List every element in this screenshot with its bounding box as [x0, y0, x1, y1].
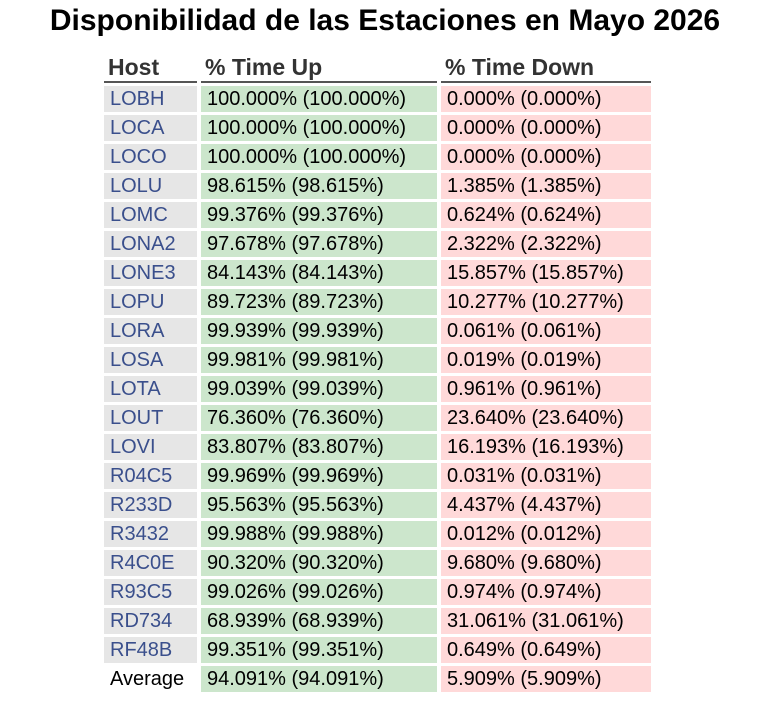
time-down-cell: 16.193% (16.193%) [441, 434, 651, 460]
table-row: R3432 99.988% (99.988%) 0.012% (0.012%) [104, 521, 651, 547]
time-down-cell: 0.000% (0.000%) [441, 144, 651, 170]
host-link[interactable]: LOCA [104, 115, 197, 141]
table-row: LONE3 84.143% (84.143%) 15.857% (15.857%… [104, 260, 651, 286]
time-down-cell: 10.277% (10.277%) [441, 289, 651, 315]
table-row: R93C5 99.026% (99.026%) 0.974% (0.974%) [104, 579, 651, 605]
table-row: LOTA 99.039% (99.039%) 0.961% (0.961%) [104, 376, 651, 402]
time-up-cell: 99.376% (99.376%) [201, 202, 437, 228]
host-link[interactable]: LOUT [104, 405, 197, 431]
time-down-cell: 0.649% (0.649%) [441, 637, 651, 663]
time-up-cell: 95.563% (95.563%) [201, 492, 437, 518]
time-up-cell: 99.969% (99.969%) [201, 463, 437, 489]
host-link[interactable]: LONA2 [104, 231, 197, 257]
time-down-cell: 23.640% (23.640%) [441, 405, 651, 431]
table-row: LOVI 83.807% (83.807%) 16.193% (16.193%) [104, 434, 651, 460]
time-up-cell: 98.615% (98.615%) [201, 173, 437, 199]
column-header-time-up: % Time Up [201, 51, 437, 83]
time-down-cell: 0.624% (0.624%) [441, 202, 651, 228]
host-link[interactable]: LOMC [104, 202, 197, 228]
time-up-cell: 83.807% (83.807%) [201, 434, 437, 460]
host-link[interactable]: LOSA [104, 347, 197, 373]
host-link[interactable]: RF48B [104, 637, 197, 663]
table-row: LOSA 99.981% (99.981%) 0.019% (0.019%) [104, 347, 651, 373]
table-row: LOPU 89.723% (89.723%) 10.277% (10.277%) [104, 289, 651, 315]
time-down-cell: 2.322% (2.322%) [441, 231, 651, 257]
table-row: LOBH 100.000% (100.000%) 0.000% (0.000%) [104, 86, 651, 112]
time-up-cell: 100.000% (100.000%) [201, 86, 437, 112]
table-row: LONA2 97.678% (97.678%) 2.322% (2.322%) [104, 231, 651, 257]
time-up-cell: 99.939% (99.939%) [201, 318, 437, 344]
table-row: LOLU 98.615% (98.615%) 1.385% (1.385%) [104, 173, 651, 199]
average-time-down-cell: 5.909% (5.909%) [441, 666, 651, 692]
time-up-cell: 89.723% (89.723%) [201, 289, 437, 315]
table-row: R233D 95.563% (95.563%) 4.437% (4.437%) [104, 492, 651, 518]
time-down-cell: 1.385% (1.385%) [441, 173, 651, 199]
time-up-cell: 90.320% (90.320%) [201, 550, 437, 576]
host-link[interactable]: LOVI [104, 434, 197, 460]
table-row: LOMC 99.376% (99.376%) 0.624% (0.624%) [104, 202, 651, 228]
time-up-cell: 84.143% (84.143%) [201, 260, 437, 286]
time-down-cell: 0.012% (0.012%) [441, 521, 651, 547]
average-time-up-cell: 94.091% (94.091%) [201, 666, 437, 692]
time-down-cell: 15.857% (15.857%) [441, 260, 651, 286]
host-link[interactable]: R4C0E [104, 550, 197, 576]
column-header-time-down: % Time Down [441, 51, 651, 83]
host-link[interactable]: LOTA [104, 376, 197, 402]
host-link[interactable]: LOCO [104, 144, 197, 170]
table-row: R04C5 99.969% (99.969%) 0.031% (0.031%) [104, 463, 651, 489]
table-body: LOBH 100.000% (100.000%) 0.000% (0.000%)… [104, 86, 651, 692]
time-up-cell: 100.000% (100.000%) [201, 144, 437, 170]
host-link[interactable]: R04C5 [104, 463, 197, 489]
availability-table: Host % Time Up % Time Down LOBH 100.000%… [100, 48, 655, 695]
host-link[interactable]: R233D [104, 492, 197, 518]
time-down-cell: 4.437% (4.437%) [441, 492, 651, 518]
table-row: R4C0E 90.320% (90.320%) 9.680% (9.680%) [104, 550, 651, 576]
time-up-cell: 97.678% (97.678%) [201, 231, 437, 257]
table-row: LOCA 100.000% (100.000%) 0.000% (0.000%) [104, 115, 651, 141]
table-row: LOUT 76.360% (76.360%) 23.640% (23.640%) [104, 405, 651, 431]
table-row: LOCO 100.000% (100.000%) 0.000% (0.000%) [104, 144, 651, 170]
host-link[interactable]: R3432 [104, 521, 197, 547]
table-row: RD734 68.939% (68.939%) 31.061% (31.061%… [104, 608, 651, 634]
time-down-cell: 0.061% (0.061%) [441, 318, 651, 344]
time-down-cell: 0.031% (0.031%) [441, 463, 651, 489]
host-link[interactable]: RD734 [104, 608, 197, 634]
time-down-cell: 0.000% (0.000%) [441, 86, 651, 112]
column-header-host: Host [104, 51, 197, 83]
time-up-cell: 100.000% (100.000%) [201, 115, 437, 141]
host-link[interactable]: LOPU [104, 289, 197, 315]
host-link[interactable]: LOBH [104, 86, 197, 112]
time-down-cell: 9.680% (9.680%) [441, 550, 651, 576]
time-up-cell: 76.360% (76.360%) [201, 405, 437, 431]
host-link[interactable]: R93C5 [104, 579, 197, 605]
host-link[interactable]: LOLU [104, 173, 197, 199]
time-up-cell: 99.351% (99.351%) [201, 637, 437, 663]
table-row: LORA 99.939% (99.939%) 0.061% (0.061%) [104, 318, 651, 344]
time-down-cell: 0.000% (0.000%) [441, 115, 651, 141]
time-up-cell: 99.981% (99.981%) [201, 347, 437, 373]
table-header-row: Host % Time Up % Time Down [104, 51, 651, 83]
host-link[interactable]: LORA [104, 318, 197, 344]
page-title: Disponibilidad de las Estaciones en Mayo… [49, 4, 721, 37]
time-down-cell: 0.974% (0.974%) [441, 579, 651, 605]
time-down-cell: 0.019% (0.019%) [441, 347, 651, 373]
host-link[interactable]: LONE3 [104, 260, 197, 286]
time-down-cell: 31.061% (31.061%) [441, 608, 651, 634]
time-up-cell: 99.026% (99.026%) [201, 579, 437, 605]
time-up-cell: 68.939% (68.939%) [201, 608, 437, 634]
average-label: Average [104, 666, 197, 692]
time-up-cell: 99.988% (99.988%) [201, 521, 437, 547]
table-row: RF48B 99.351% (99.351%) 0.649% (0.649%) [104, 637, 651, 663]
time-up-cell: 99.039% (99.039%) [201, 376, 437, 402]
average-row: Average 94.091% (94.091%) 5.909% (5.909%… [104, 666, 651, 692]
time-down-cell: 0.961% (0.961%) [441, 376, 651, 402]
